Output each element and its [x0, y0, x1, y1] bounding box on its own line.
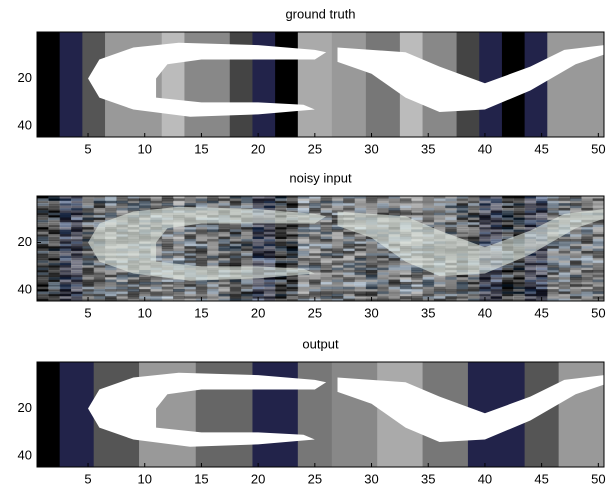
x-tick-label: 30: [364, 305, 378, 320]
y-tick-label: 40: [18, 448, 32, 463]
y-tick-label: 20: [18, 400, 32, 415]
x-tick-label: 50: [591, 141, 605, 156]
x-tick-label: 40: [478, 141, 492, 156]
x-tick-label: 5: [84, 471, 91, 486]
x-tick-label: 15: [194, 141, 208, 156]
x-tick-label: 5: [84, 141, 91, 156]
x-tick-label: 10: [137, 471, 151, 486]
column-band: [332, 32, 367, 137]
x-tick-label: 40: [478, 471, 492, 486]
column-band: [60, 362, 95, 467]
y-tick-label: 20: [18, 70, 32, 85]
x-tick-label: 25: [308, 141, 322, 156]
x-tick-label: 40: [478, 305, 492, 320]
x-tick-label: 35: [421, 471, 435, 486]
y-tick-label: 40: [18, 282, 32, 297]
y-tick-label: 20: [18, 234, 32, 249]
image: [37, 32, 605, 137]
x-tick-label: 10: [137, 141, 151, 156]
x-tick-label: 30: [364, 471, 378, 486]
x-tick-label: 45: [534, 141, 548, 156]
column-band: [298, 362, 333, 467]
panel-title: output: [302, 336, 339, 351]
x-tick-label: 15: [194, 471, 208, 486]
x-tick-label: 25: [308, 471, 322, 486]
image: [37, 196, 605, 302]
x-tick-label: 45: [534, 305, 548, 320]
x-tick-label: 5: [84, 305, 91, 320]
column-band: [37, 32, 60, 137]
x-tick-label: 35: [421, 141, 435, 156]
column-band: [37, 362, 60, 467]
panel-title: noisy input: [289, 170, 352, 185]
column-band: [298, 32, 333, 137]
x-tick-label: 35: [421, 305, 435, 320]
column-band: [60, 32, 83, 137]
x-tick-label: 45: [534, 471, 548, 486]
x-tick-label: 20: [251, 305, 265, 320]
x-tick-label: 50: [591, 305, 605, 320]
x-tick-label: 15: [194, 305, 208, 320]
x-tick-label: 20: [251, 141, 265, 156]
x-tick-label: 10: [137, 305, 151, 320]
panel-title: ground truth: [285, 6, 355, 21]
x-tick-label: 30: [364, 141, 378, 156]
x-tick-label: 20: [251, 471, 265, 486]
x-tick-label: 50: [591, 471, 605, 486]
image: [37, 362, 605, 467]
x-tick-label: 25: [308, 305, 322, 320]
y-tick-label: 40: [18, 118, 32, 133]
